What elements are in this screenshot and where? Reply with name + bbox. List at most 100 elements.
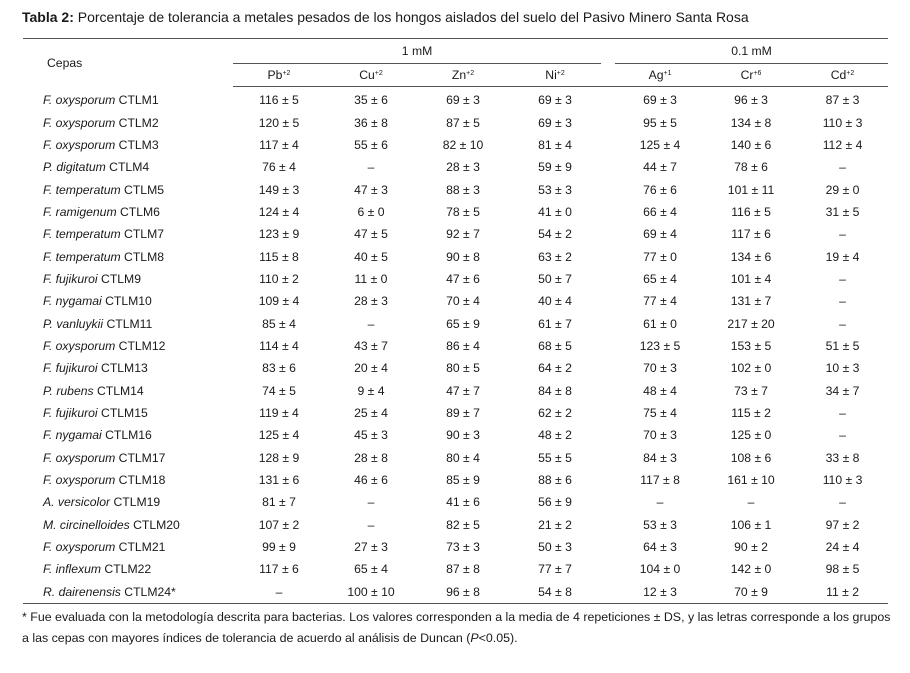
strain-name: M. circinelloides CTLM20 xyxy=(23,514,233,536)
caption-label: Tabla 2: xyxy=(22,9,74,25)
group-gap-cell xyxy=(601,156,615,178)
tolerance-value: 50 ± 7 xyxy=(538,271,572,286)
tolerance-value: 47 ± 3 xyxy=(354,182,388,197)
tolerance-value: 117 ± 8 xyxy=(640,473,680,488)
header-gap-metals xyxy=(601,63,616,87)
tolerance-value: 82 ± 5 xyxy=(446,517,480,532)
strain-code: CTLM19 xyxy=(110,495,161,510)
table-row: F. nygamai CTLM16 125 ± 4 45 ± 3 90 ± 3 48 ±… xyxy=(23,424,888,446)
tolerance-value: 76 ± 4 xyxy=(262,160,296,175)
tolerance-value: 142 ± 0 xyxy=(730,562,772,577)
tolerance-value: 59 ± 9 xyxy=(538,160,572,175)
species-name: F. fujikuroi xyxy=(43,271,98,286)
caption-text: Porcentaje de tolerancia a metales pesad… xyxy=(73,9,749,25)
tolerance-value: 107 ± 2 xyxy=(258,517,300,532)
tolerance-value: 65 ± 9 xyxy=(446,316,480,331)
species-name: P. rubens xyxy=(43,383,94,398)
metal-symbol: Pb xyxy=(267,68,283,82)
species-name: F. temperatum xyxy=(43,227,121,242)
tolerance-value: – xyxy=(839,227,846,242)
tolerance-value: 69 ± 3 xyxy=(643,93,677,108)
tolerance-value: 62 ± 2 xyxy=(538,405,572,420)
tolerance-value: 115 ± 2 xyxy=(731,405,771,420)
group-gap-cell xyxy=(601,558,615,580)
tolerance-value: 33 ± 8 xyxy=(825,450,860,465)
tolerance-value: 114 ± 4 xyxy=(259,338,299,353)
group-gap-cell xyxy=(601,514,615,536)
tolerance-value: 102 ± 0 xyxy=(730,361,772,376)
tolerance-value: 78 ± 5 xyxy=(446,204,480,219)
strain-code: CTLM22 xyxy=(101,562,152,577)
tolerance-value: 19 ± 4 xyxy=(825,249,860,264)
metal-symbol: Cu xyxy=(359,68,375,82)
tolerance-value: 116 ± 5 xyxy=(731,204,771,219)
tolerance-value: 11 ± 2 xyxy=(797,580,889,604)
table-row: P. digitatum CTLM4 76 ± 4 – 28 ± 3 59 ± 9 44 … xyxy=(23,156,888,178)
species-name: R. dairenensis xyxy=(43,584,121,599)
tolerance-value: – xyxy=(839,160,846,175)
strain-code: CTLM15 xyxy=(97,405,148,420)
metal-symbol: Cr xyxy=(740,68,754,82)
tolerance-value: 51 ± 5 xyxy=(825,338,860,353)
tolerance-value: 125 ± 4 xyxy=(639,137,681,152)
strain-code: CTLM21 xyxy=(115,540,166,555)
tolerance-value: 86 ± 4 xyxy=(446,338,480,353)
header-group-1mm: 1 mM xyxy=(233,38,602,64)
tolerance-value: 28 ± 3 xyxy=(446,160,480,175)
species-name: F. inflexum xyxy=(43,562,102,577)
strain-code: CTLM17 xyxy=(115,450,166,465)
tolerance-value: – xyxy=(367,316,375,331)
strain-name: F. temperatum CTLM5 xyxy=(23,178,233,200)
species-name: F. fujikuroi xyxy=(43,405,98,420)
tolerance-value: 125 ± 4 xyxy=(258,428,300,443)
tolerance-value: 10 ± 3 xyxy=(825,361,860,376)
metal-charge: +2 xyxy=(282,70,291,77)
tolerance-value: 64 ± 2 xyxy=(538,361,572,376)
strain-code: CTLM16 xyxy=(101,428,152,443)
strain-code: CTLM8 xyxy=(120,249,165,264)
strain-name: F. fujikuroi CTLM15 xyxy=(23,402,233,424)
strain-name: F. fujikuroi CTLM13 xyxy=(23,357,233,379)
strain-name: F. oxysporum CTLM17 xyxy=(23,447,233,469)
tolerance-value: 117 ± 6 xyxy=(259,562,299,577)
tolerance-value: 217 ± 20 xyxy=(727,316,775,331)
tolerance-value: 73 ± 7 xyxy=(734,383,768,398)
header-metal: Zn+2 xyxy=(417,63,509,87)
tolerance-value: 69 ± 3 xyxy=(538,93,572,108)
group-gap-cell xyxy=(601,469,615,491)
tolerance-value: 35 ± 6 xyxy=(354,93,388,108)
table-row: F. nygamai CTLM10 109 ± 4 28 ± 3 70 ± 4 40 ±… xyxy=(23,290,888,312)
tolerance-value: 53 ± 3 xyxy=(538,182,572,197)
species-name: F. oxysporum xyxy=(43,540,116,555)
table-row: F. fujikuroi CTLM9 110 ± 2 11 ± 0 47 ± 6 50 … xyxy=(23,268,888,290)
tolerance-value: 70 ± 3 xyxy=(643,428,677,443)
tolerance-value: 70 ± 4 xyxy=(446,294,480,309)
species-name: F. nygamai xyxy=(43,294,102,309)
metal-charge: +1 xyxy=(663,70,672,77)
species-name: F. ramigenum xyxy=(43,204,117,219)
species-name: F. oxysporum xyxy=(43,137,116,152)
tolerance-value: 101 ± 4 xyxy=(730,271,772,286)
tolerance-value: 56 ± 9 xyxy=(538,495,572,510)
metal-charge: +6 xyxy=(753,70,762,77)
group-gap-cell xyxy=(601,447,615,469)
tolerance-value: 80 ± 5 xyxy=(446,361,480,376)
tolerance-value: 73 ± 3 xyxy=(446,540,480,555)
strain-name: F. nygamai CTLM10 xyxy=(23,290,233,312)
tolerance-value: 89 ± 7 xyxy=(446,405,480,420)
table-row: F. ramigenum CTLM6 124 ± 4 6 ± 0 78 ± 5 41 ±… xyxy=(23,201,888,223)
strain-name: F. nygamai CTLM16 xyxy=(23,424,233,446)
tolerance-value: – xyxy=(839,405,846,420)
group-gap-cell xyxy=(601,201,615,223)
tolerance-value: 153 ± 5 xyxy=(730,338,772,353)
species-name: F. oxysporum xyxy=(43,450,116,465)
tolerance-value: 47 ± 5 xyxy=(354,227,388,242)
tolerance-value: 68 ± 5 xyxy=(538,338,572,353)
table-row: R. dairenensis CTLM24* –100 ± 10 96 ± 8 54 … xyxy=(23,580,889,604)
tolerance-value: 47 ± 7 xyxy=(446,383,480,398)
tolerance-value: 40 ± 5 xyxy=(354,249,388,264)
species-name: M. circinelloides xyxy=(43,517,130,532)
tolerance-value: 115 ± 8 xyxy=(259,249,299,264)
tolerance-value: 65 ± 4 xyxy=(643,271,677,286)
